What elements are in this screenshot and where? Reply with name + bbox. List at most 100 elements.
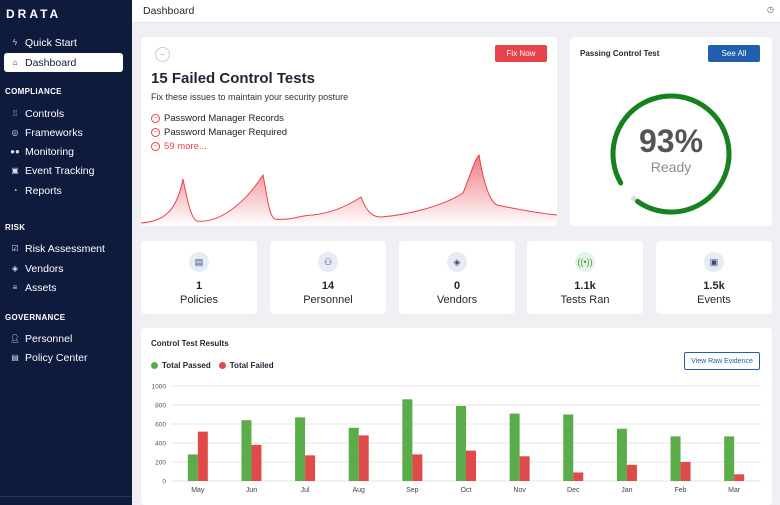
grid-icon: ⁞⁞ bbox=[12, 109, 18, 118]
bar-passed-jan[interactable] bbox=[616, 428, 627, 481]
failed-test-label: Password Manager Required bbox=[164, 127, 288, 138]
legend-passed[interactable]: Total Passed bbox=[151, 361, 211, 370]
bar-failed-jul[interactable] bbox=[305, 455, 316, 481]
stat-card-vendors[interactable]: ◈ 0 Vendors bbox=[399, 241, 515, 314]
bar-failed-sep[interactable] bbox=[412, 454, 423, 481]
stat-label: Personnel bbox=[303, 294, 353, 306]
sidebar-item-monitoring[interactable]: ●● Monitoring bbox=[4, 142, 123, 161]
stat-label: Policies bbox=[180, 294, 218, 306]
failed-tests-title: 15 Failed Control Tests bbox=[151, 70, 315, 87]
see-all-button[interactable]: See All bbox=[708, 45, 760, 62]
x-tick-label: Jan bbox=[621, 487, 632, 494]
bar-passed-nov[interactable] bbox=[509, 413, 520, 481]
sidebar-item-label: Dashboard bbox=[25, 56, 77, 69]
failure-sparkline bbox=[141, 153, 557, 226]
x-tick-label: Dec bbox=[567, 487, 580, 494]
stat-value: 14 bbox=[321, 280, 335, 292]
failed-test-label: Password Manager Records bbox=[164, 113, 284, 124]
bar-passed-feb[interactable] bbox=[670, 436, 681, 481]
document-icon: ▤ bbox=[11, 353, 19, 362]
sparkline-area bbox=[141, 155, 557, 226]
sidebar-item-vendors[interactable]: ◈ Vendors bbox=[4, 259, 123, 278]
y-tick-label: 800 bbox=[155, 403, 166, 410]
y-tick-label: 0 bbox=[162, 479, 166, 486]
section-governance: GOVERNANCE bbox=[5, 313, 66, 322]
section-compliance: COMPLIANCE bbox=[5, 87, 62, 96]
x-tick-label: Feb bbox=[675, 487, 687, 494]
layers-icon: ◈ bbox=[11, 264, 19, 273]
stat-card-tests-ran[interactable]: ((•)) 1.1k Tests Ran bbox=[527, 241, 643, 314]
person-icon: 👤︎ bbox=[9, 334, 21, 343]
list-icon: ≡ bbox=[12, 283, 18, 292]
bar-failed-may[interactable] bbox=[197, 431, 208, 481]
bar-failed-nov[interactable] bbox=[519, 456, 530, 481]
sidebar-item-frameworks[interactable]: ◎ Frameworks bbox=[4, 123, 123, 142]
legend-dot bbox=[218, 362, 226, 369]
x-tick-label: Sep bbox=[406, 487, 419, 494]
app-logo: DRATA bbox=[6, 7, 62, 21]
stat-card-events[interactable]: ▣ 1.5k Events bbox=[656, 241, 772, 314]
failed-test-item[interactable]: − Password Manager Records bbox=[151, 113, 284, 124]
bar-passed-may[interactable] bbox=[187, 454, 198, 481]
x-tick-label: Oct bbox=[461, 487, 472, 494]
calendar-icon: ▣ bbox=[704, 252, 724, 272]
sidebar-item-personnel[interactable]: 👤︎ Personnel bbox=[4, 329, 123, 348]
view-raw-evidence-button[interactable]: View Raw Evidence bbox=[684, 352, 760, 370]
legend-failed[interactable]: Total Failed bbox=[218, 361, 274, 370]
sidebar-item-label: Vendors bbox=[25, 262, 64, 275]
bar-passed-dec[interactable] bbox=[563, 414, 574, 482]
more-failed-label: 59 more... bbox=[164, 141, 207, 152]
bar-failed-mar[interactable] bbox=[734, 474, 745, 481]
sidebar-item-dashboard[interactable]: ⌂ Dashboard bbox=[4, 53, 123, 72]
sidebar-item-label: Personnel bbox=[25, 332, 73, 345]
sidebar-item-label: Quick Start bbox=[25, 36, 77, 49]
bar-passed-sep[interactable] bbox=[402, 399, 413, 481]
home-icon: ⌂ bbox=[12, 58, 18, 67]
sidebar: DRATA ϟ Quick Start ⌂ Dashboard COMPLIAN… bbox=[0, 0, 132, 505]
bar-failed-jan[interactable] bbox=[626, 464, 637, 481]
people-icon: ⚇ bbox=[318, 252, 338, 272]
bar-failed-jun[interactable] bbox=[251, 444, 262, 481]
fix-now-button[interactable]: Fix Now bbox=[495, 45, 547, 62]
y-tick-label: 400 bbox=[155, 441, 166, 448]
bar-passed-jun[interactable] bbox=[241, 420, 252, 481]
bar-failed-dec[interactable] bbox=[573, 472, 584, 481]
bar-passed-aug[interactable] bbox=[348, 427, 359, 481]
dash-circle-icon: − bbox=[155, 47, 170, 62]
stat-card-personnel[interactable]: ⚇ 14 Personnel bbox=[270, 241, 386, 314]
chart-title: Control Test Results bbox=[151, 339, 229, 348]
sidebar-item-risk-assessment[interactable]: ☑ Risk Assessment bbox=[4, 239, 123, 258]
bar-passed-oct[interactable] bbox=[456, 405, 466, 481]
minus-circle-icon: − bbox=[151, 114, 160, 123]
sidebar-item-assets[interactable]: ≡ Assets bbox=[4, 278, 123, 297]
sidebar-item-event-tracking[interactable]: ▣ Event Tracking bbox=[4, 161, 123, 180]
sidebar-item-quick-start[interactable]: ϟ Quick Start bbox=[4, 33, 123, 52]
passing-tests-card: Passing Control Test See All 93% Ready bbox=[570, 37, 772, 226]
target-icon: ◎ bbox=[11, 128, 19, 137]
stat-value: 1 bbox=[195, 280, 203, 292]
sidebar-item-policy-center[interactable]: ▤ Policy Center bbox=[4, 348, 123, 367]
failed-tests-card: − Fix Now 15 Failed Control Tests Fix th… bbox=[141, 37, 557, 226]
more-failed-link[interactable]: − 59 more... bbox=[151, 141, 207, 152]
stat-label: Events bbox=[697, 294, 731, 306]
legend-dot bbox=[151, 362, 158, 369]
minus-circle-icon: − bbox=[151, 128, 160, 137]
bar-failed-oct[interactable] bbox=[466, 450, 476, 481]
stat-card-policies[interactable]: ▤ 1 Policies bbox=[141, 241, 257, 314]
y-tick-label: 1000 bbox=[152, 384, 167, 391]
bar-passed-jul[interactable] bbox=[295, 417, 306, 481]
x-tick-label: May bbox=[191, 487, 205, 494]
sidebar-item-label: Monitoring bbox=[25, 145, 75, 158]
bar-failed-feb[interactable] bbox=[680, 462, 691, 481]
bar-passed-mar[interactable] bbox=[724, 436, 735, 481]
gauge-arc bbox=[610, 93, 732, 215]
stat-value: 0 bbox=[453, 280, 461, 292]
calendar-icon: ▣ bbox=[11, 166, 19, 175]
failed-test-item[interactable]: − Password Manager Required bbox=[151, 127, 287, 138]
bolt-icon: ϟ bbox=[12, 38, 18, 47]
bar-failed-aug[interactable] bbox=[358, 435, 369, 481]
sidebar-item-reports[interactable]: ◔ Reports bbox=[4, 181, 123, 200]
layers-icon: ◈ bbox=[447, 252, 467, 272]
clock-icon[interactable]: ◷ bbox=[767, 5, 774, 14]
sidebar-item-controls[interactable]: ⁞⁞ Controls bbox=[4, 104, 123, 123]
